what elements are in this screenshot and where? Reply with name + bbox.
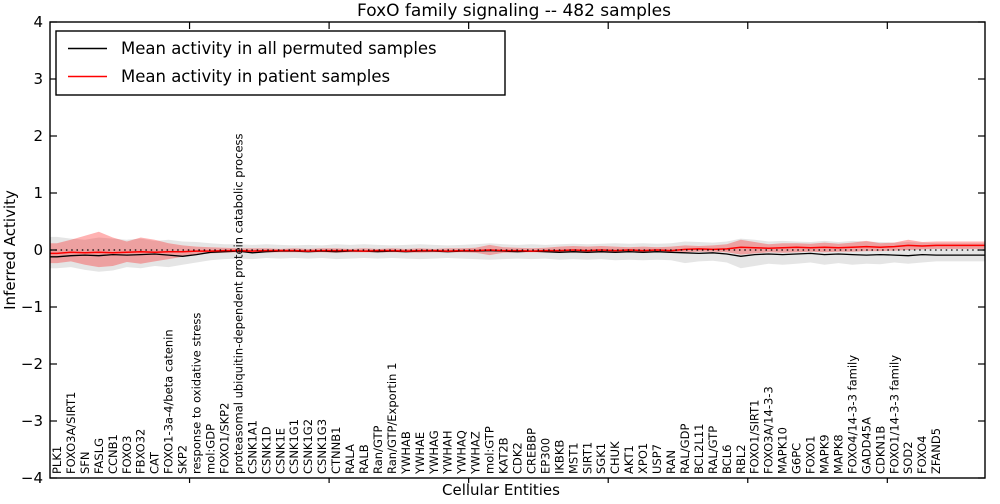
x-category-label: SIRT1 bbox=[580, 442, 594, 474]
x-category-label: CSNK1G3 bbox=[315, 419, 329, 474]
x-category-label: RAL/GDP bbox=[678, 424, 692, 474]
x-category-label: CDK2 bbox=[511, 442, 525, 474]
y-tick-label: −1 bbox=[21, 298, 43, 316]
x-category-label: CSNK1G1 bbox=[287, 419, 301, 474]
x-category-label: RALB bbox=[357, 444, 371, 474]
y-tick-labels: −4 −3 −2 −1 0 1 2 3 4 bbox=[21, 13, 43, 487]
x-category-label: FOXO1/14-3-3 family bbox=[887, 355, 901, 474]
x-category-label: mol:GDP bbox=[204, 424, 218, 474]
x-category-label: EP300 bbox=[538, 438, 552, 474]
x-category-label: FOXO4/14-3-3 family bbox=[845, 355, 859, 474]
x-category-label: YWHAZ bbox=[469, 431, 483, 475]
x-category-label: USP7 bbox=[650, 444, 664, 474]
x-category-label: RAN bbox=[664, 450, 678, 474]
x-category-label: RBL2 bbox=[734, 444, 748, 474]
x-category-label: KAT2B bbox=[497, 437, 511, 474]
x-category-label: YWHAQ bbox=[455, 430, 469, 475]
x-category-label: SGK1 bbox=[594, 443, 608, 474]
x-category-label: FOXO1 bbox=[804, 436, 818, 474]
x-category-label: YWHAH bbox=[441, 430, 455, 475]
y-tick-label: 3 bbox=[33, 70, 43, 88]
x-category-label: FBXO32 bbox=[134, 429, 148, 474]
x-category-label: RALA bbox=[343, 444, 357, 474]
x-category-label: FASLG bbox=[92, 438, 106, 474]
x-category-label: CTNNB1 bbox=[329, 427, 343, 474]
series-lines bbox=[50, 244, 985, 258]
x-category-label: YWHAG bbox=[427, 430, 441, 475]
y-tick-label: 0 bbox=[33, 241, 43, 259]
x-category-label: BCL2L11 bbox=[692, 424, 706, 474]
x-category-label: PLK1 bbox=[50, 446, 64, 474]
legend-box bbox=[55, 30, 506, 96]
x-category-label: CDKN1B bbox=[873, 426, 887, 474]
x-category-label: YWHAE bbox=[413, 432, 427, 475]
y-tick-label: 4 bbox=[33, 13, 43, 31]
y-tick-label: −2 bbox=[21, 355, 43, 373]
x-category-label: CSNK1A1 bbox=[245, 420, 259, 474]
x-category-label: CSNK1E bbox=[273, 428, 287, 474]
x-category-label: mol:GTP bbox=[483, 426, 497, 474]
x-axis-label: Cellular Entities bbox=[442, 481, 560, 499]
axis-ticks bbox=[50, 21, 985, 483]
x-category-label: SOD2 bbox=[901, 441, 915, 474]
y-tick-label: 1 bbox=[33, 184, 43, 202]
x-category-label: MAPK8 bbox=[832, 434, 846, 474]
x-category-label: response to oxidative stress bbox=[190, 313, 204, 474]
x-category-label: YWHAB bbox=[399, 431, 413, 475]
x-category-label: CCNB1 bbox=[106, 434, 120, 474]
x-category-label: CSNK1G2 bbox=[301, 419, 315, 474]
chart-title: FoxO family signaling -- 482 samples bbox=[357, 1, 671, 21]
x-category-label: CAT bbox=[148, 451, 162, 474]
x-category-label: FOXO3A/14-3-3 bbox=[762, 386, 776, 474]
y-tick-label: −4 bbox=[21, 469, 43, 487]
x-category-label: CSNK1D bbox=[259, 426, 273, 474]
x-category-label: MST1 bbox=[566, 442, 580, 474]
y-tick-label: −3 bbox=[21, 412, 43, 430]
x-category-label: RAL/GTP bbox=[706, 426, 720, 474]
x-category-label: AKT1 bbox=[622, 445, 636, 474]
x-category-label: proteasomal ubiquitin-dependent protein … bbox=[231, 133, 245, 474]
x-category-label: G6PC bbox=[790, 443, 804, 474]
x-category-label: SKP2 bbox=[176, 445, 190, 474]
x-category-label: FOXO4 bbox=[915, 436, 929, 474]
y-tick-label: 2 bbox=[33, 127, 43, 145]
legend: Mean activity in all permuted samples Me… bbox=[55, 30, 506, 96]
legend-label-permuted: Mean activity in all permuted samples bbox=[121, 39, 437, 58]
x-category-label: MAPK10 bbox=[776, 427, 790, 474]
x-category-label: SFN bbox=[78, 451, 92, 474]
x-category-label: FOXO1/SKP2 bbox=[217, 403, 231, 474]
x-category-label: XPO1 bbox=[636, 443, 650, 474]
x-category-label: FOXO3A/SIRT1 bbox=[64, 392, 78, 474]
legend-label-patient: Mean activity in patient samples bbox=[121, 67, 390, 86]
x-category-label: ZFAND5 bbox=[929, 428, 943, 474]
x-category-label: BCL6 bbox=[720, 445, 734, 474]
permuted-band bbox=[50, 236, 985, 272]
x-category-label: Ran/GTP/Exportin 1 bbox=[385, 363, 399, 474]
x-category-label: FOXO1/SIRT1 bbox=[748, 399, 762, 474]
x-category-label: CHUK bbox=[608, 441, 622, 474]
y-axis-label: Inferred Activity bbox=[1, 190, 19, 310]
x-category-label: CREBBP bbox=[525, 428, 539, 474]
x-category-label: FOXO1-3a-4/beta catenin bbox=[162, 329, 176, 474]
x-category-label: GADD45A bbox=[859, 417, 873, 474]
x-category-label: Ran/GTP bbox=[371, 426, 385, 474]
x-category-label: MAPK9 bbox=[818, 434, 832, 474]
x-category-label: IKBKB bbox=[552, 440, 566, 474]
x-category-label: FOXO3 bbox=[120, 436, 134, 474]
x-category-labels: PLK1 FOXO3A/SIRT1 SFN FASLG CCNB1 FOXO3 FBXO32… bbox=[50, 133, 943, 475]
